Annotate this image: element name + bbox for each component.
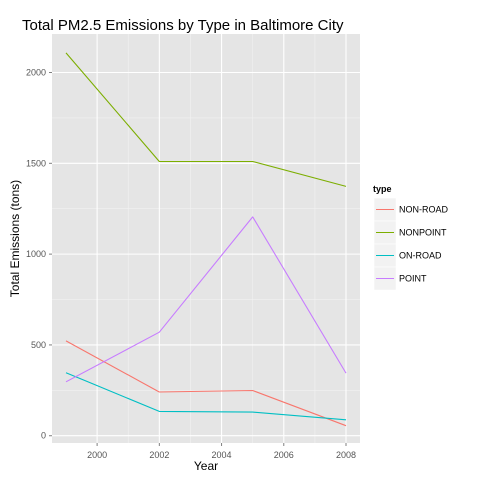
x-tick-label: 2000 bbox=[87, 450, 107, 460]
y-tick-label: 1000 bbox=[26, 249, 46, 259]
legend-title: type bbox=[373, 184, 392, 194]
series-line-nonpoint bbox=[65, 52, 347, 187]
x-tick-label: 2008 bbox=[336, 450, 356, 460]
legend: type NON-ROAD NONPOINT ON-ROAD POINT bbox=[373, 184, 448, 291]
x-tick-label: 2004 bbox=[212, 450, 232, 460]
series-line-point bbox=[65, 216, 347, 383]
x-axis-title: Year bbox=[194, 459, 218, 473]
y-tick-label: 1500 bbox=[26, 158, 46, 168]
legend-label-on-road: ON-ROAD bbox=[399, 251, 442, 261]
legend-label-non-road: NON-ROAD bbox=[399, 205, 448, 215]
x-tick-label: 2002 bbox=[149, 450, 169, 460]
series-lines bbox=[65, 52, 347, 427]
plot-panel bbox=[52, 34, 360, 443]
legend-label-nonpoint: NONPOINT bbox=[399, 228, 447, 238]
x-axis: 2000 2002 2004 2006 2008 bbox=[87, 443, 356, 460]
legend-label-point: POINT bbox=[399, 274, 427, 284]
y-tick-label: 0 bbox=[41, 431, 46, 441]
major-gridlines bbox=[52, 34, 360, 443]
series-line-on-road bbox=[65, 372, 347, 421]
y-axis-title: Total Emissions (tons) bbox=[8, 180, 22, 297]
series-line-non-road bbox=[65, 340, 347, 427]
y-tick-label: 2000 bbox=[26, 68, 46, 78]
y-axis: 0 500 1000 1500 2000 bbox=[26, 68, 52, 441]
y-tick-label: 500 bbox=[31, 340, 46, 350]
x-tick-label: 2006 bbox=[274, 450, 294, 460]
chart-title: Total PM2.5 Emissions by Type in Baltimo… bbox=[22, 17, 344, 34]
